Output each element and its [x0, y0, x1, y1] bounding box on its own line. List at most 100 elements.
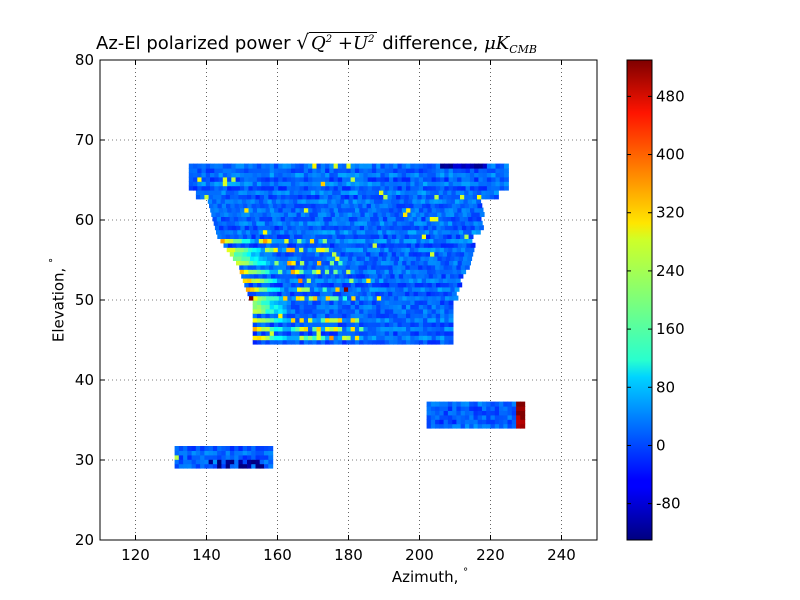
heatmap-cell — [242, 450, 248, 456]
heatmap-cell — [468, 216, 473, 222]
heatmap-cell — [214, 168, 220, 173]
heatmap-cell — [248, 181, 254, 187]
heatmap-cell — [442, 190, 448, 195]
heatmap-cell — [272, 234, 278, 239]
heatmap-cell — [412, 229, 417, 235]
heatmap-cell — [349, 190, 355, 195]
heatmap-cell — [331, 198, 337, 204]
heatmap-cell — [343, 229, 349, 235]
heatmap-cell — [291, 308, 296, 314]
heatmap-cell — [406, 317, 411, 323]
heatmap-cell — [440, 317, 445, 323]
heatmap-cell — [460, 401, 466, 407]
heatmap-cell — [233, 198, 239, 204]
heatmap-cell — [373, 273, 379, 279]
heatmap-cell — [295, 304, 301, 310]
heatmap-cell — [356, 286, 362, 292]
heatmap-cell — [238, 463, 244, 469]
heatmap-cell — [396, 264, 402, 270]
heatmap-cell — [242, 194, 248, 200]
heatmap-cell — [261, 313, 267, 319]
heatmap-cell — [363, 304, 369, 310]
heatmap-cell — [236, 260, 241, 266]
heatmap-cell — [299, 326, 305, 332]
heatmap-cell — [299, 181, 305, 187]
heatmap-cell — [346, 317, 352, 323]
heatmap-cell — [269, 326, 275, 332]
heatmap-cell — [482, 181, 488, 187]
heatmap-cell — [430, 423, 436, 429]
heatmap-cell — [270, 295, 276, 301]
heatmap-cell — [282, 269, 288, 275]
heatmap-cell — [212, 216, 218, 222]
heatmap-cell — [310, 194, 316, 200]
heatmap-cell — [499, 176, 505, 182]
heatmap-cell — [282, 282, 288, 288]
heatmap-cell — [269, 264, 274, 270]
heatmap-cell — [200, 190, 205, 195]
heatmap-cell — [456, 269, 462, 275]
heatmap-cell — [222, 163, 228, 169]
heatmap-cell — [379, 203, 385, 209]
heatmap-cell — [200, 450, 205, 456]
heatmap-cell — [418, 313, 424, 319]
heatmap-cell — [440, 225, 446, 231]
heatmap-cell — [427, 225, 433, 231]
heatmap-cell — [507, 423, 513, 429]
heatmap-cell — [237, 256, 243, 261]
heatmap-cell — [210, 172, 215, 178]
heatmap-cell — [286, 317, 292, 323]
heatmap-cell — [313, 212, 319, 217]
heatmap-cell — [307, 220, 313, 226]
heatmap-cell — [371, 322, 377, 327]
heatmap-cell — [291, 181, 296, 187]
heatmap-cell — [464, 401, 470, 407]
heatmap-cell — [265, 185, 271, 191]
heatmap-cell — [331, 286, 336, 292]
heatmap-cell — [406, 335, 411, 341]
heatmap-cell — [224, 229, 230, 235]
heatmap-cell — [373, 256, 379, 261]
heatmap-cell — [296, 256, 302, 261]
heatmap-cell — [320, 300, 326, 305]
heatmap-cell — [208, 454, 214, 460]
heatmap-cell — [354, 176, 360, 182]
heatmap-cell — [289, 251, 295, 257]
heatmap-cell — [302, 190, 308, 195]
heatmap-cell — [308, 322, 313, 327]
heatmap-cell — [460, 234, 465, 239]
heatmap-cell — [376, 322, 382, 327]
heatmap-cell — [285, 291, 291, 297]
heatmap-cell — [245, 229, 251, 235]
heatmap-cell — [325, 168, 330, 173]
heatmap-cell — [397, 322, 403, 327]
heatmap-cell — [418, 176, 424, 182]
heatmap-cell — [389, 304, 394, 310]
heatmap-cell — [357, 190, 363, 195]
heatmap-cell — [381, 273, 387, 279]
heatmap-cell — [298, 264, 304, 270]
heatmap-cell — [464, 423, 470, 429]
heatmap-cell — [404, 190, 410, 195]
heatmap-cell — [442, 251, 448, 257]
heatmap-cell — [387, 194, 393, 200]
heatmap-cell — [191, 450, 197, 456]
heatmap-cell — [217, 190, 222, 195]
heatmap-cell — [389, 326, 394, 332]
heatmap-cell — [428, 212, 434, 217]
heatmap-cell — [405, 264, 411, 270]
heatmap-cell — [431, 317, 437, 323]
heatmap-cell — [448, 300, 454, 305]
heatmap-cell — [351, 260, 356, 266]
heatmap-cell — [273, 335, 279, 341]
heatmap-cell — [389, 260, 395, 266]
heatmap-cell — [252, 168, 258, 173]
heatmap-cell — [308, 242, 314, 248]
heatmap-cell — [379, 194, 384, 200]
heatmap-cell — [337, 264, 342, 270]
heatmap-cell — [395, 229, 400, 235]
heatmap-cell — [413, 251, 418, 257]
heatmap-cell — [360, 273, 366, 279]
heatmap-cell — [413, 278, 419, 283]
heatmap-cell — [282, 207, 288, 213]
